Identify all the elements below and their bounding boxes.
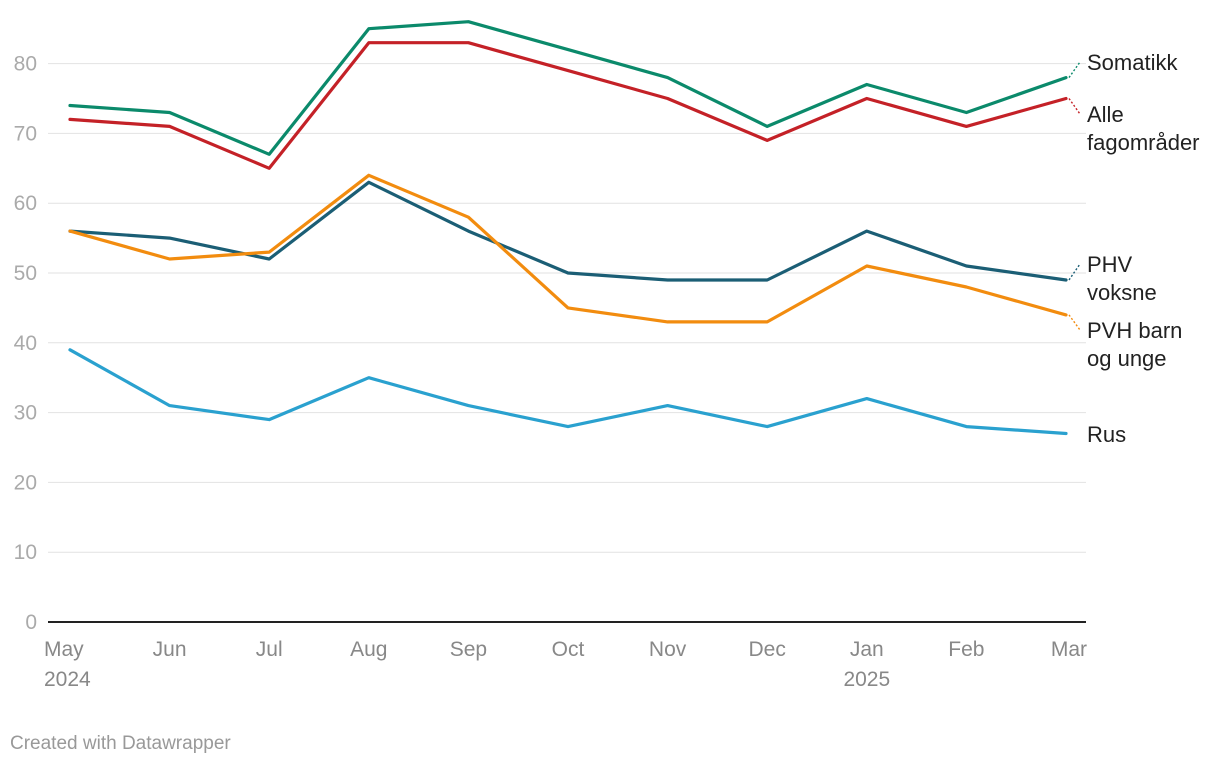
series-label: voksne [1087,280,1157,305]
series-line [68,41,1068,170]
y-tick-label: 70 [14,122,37,145]
x-tick-label: Dec [749,638,786,661]
x-tick-label: Nov [649,638,687,661]
label-connector [1068,314,1081,331]
x-tick-year-label: 2024 [44,668,91,691]
x-tick-label: Mar [1051,638,1087,661]
label-connector [1068,263,1081,281]
y-tick-label: 20 [14,471,37,494]
series-label: fagområder [1087,130,1200,155]
series-line [68,180,1068,282]
series-label: Rus [1087,422,1126,447]
series-line [68,173,1068,324]
x-tick-label: Feb [948,638,984,661]
label-connector [1068,98,1081,115]
series-label: og unge [1087,346,1167,371]
y-tick-label: 60 [14,192,37,215]
y-tick-label: 0 [25,611,37,634]
credit-text: Created with Datawrapper [10,733,231,754]
y-tick-label: 10 [14,541,37,564]
series-label: PVH barn [1087,318,1182,343]
x-tick-label: May [44,638,84,661]
x-tick-label: Aug [350,638,387,661]
x-axis: May 2024 Jun Jul Aug Sep Oct Nov Dec Jan 2025 Feb Ma… [44,621,1087,691]
series-label: Alle [1087,102,1124,127]
series-label: PHV [1087,252,1133,277]
y-tick-label: 50 [14,262,37,285]
x-tick-label: Oct [552,638,585,661]
x-tick-label: Jun [153,638,187,661]
series-line [68,20,1068,156]
y-tick-label: 30 [14,402,37,425]
x-tick-label: Sep [450,638,487,661]
y-tick-label: 40 [14,332,37,355]
series-labels: Somatikk Alle fagområder PHV voksne PVH barn o… [1068,50,1200,447]
x-tick-year-label: 2025 [843,668,890,691]
label-connector [1068,61,1081,78]
y-axis: 0 10 20 30 40 50 60 70 80 [14,53,37,634]
y-tick-label: 80 [14,53,37,76]
series-label: Somatikk [1087,50,1178,75]
series-lines [68,20,1068,436]
x-tick-label: Jul [256,638,283,661]
x-tick-label: Jan [850,638,884,661]
series-line [68,348,1068,436]
